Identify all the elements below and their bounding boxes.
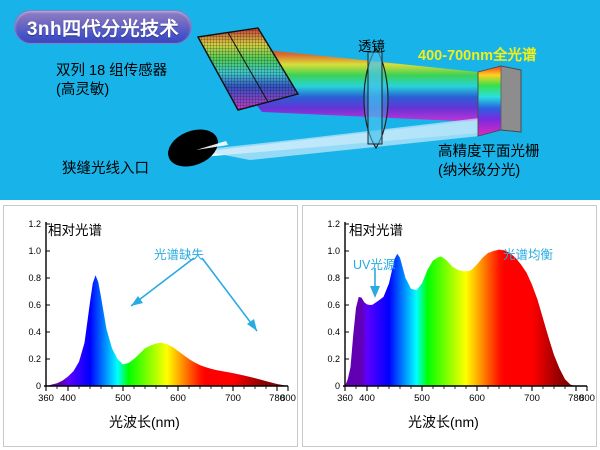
diffraction-grating [477,65,522,137]
left-chart-panel: 0 0.2 0.4 0.6 0.8 1.0 1.2 360 400 500 600 700 780 800… [3,205,298,447]
svg-text:700: 700 [524,393,540,404]
svg-text:360: 360 [38,393,54,404]
svg-text:780: 780 [269,393,285,404]
svg-text:0: 0 [335,381,340,391]
left-chart-title: 相对光谱 [48,223,102,238]
annotation-arrow [130,257,195,307]
lens-label: 透镜 [358,39,385,54]
product-title-text: 3nh四代分光技术 [26,18,180,40]
annotation-arrow [201,257,258,332]
sensor-array [196,27,300,111]
input-beam-spread [198,118,480,160]
right-chart-panel: 0 0.2 0.4 0.6 0.8 1.0 1.2 360 400 500 600 700 780 800… [302,205,597,447]
annotation-arrowhead [247,319,257,331]
annotation-arrowhead [131,296,143,306]
svg-text:360: 360 [337,393,353,404]
spectrum-chart-panels: 0 0.2 0.4 0.6 0.8 1.0 1.2 360 400 500 600 700 780 800… [0,200,600,450]
svg-text:500: 500 [115,393,131,404]
right-annotation-balanced-spectrum: 光谱均衡 [503,248,554,262]
svg-text:400: 400 [359,393,375,404]
right-x-axis-title: 光波长(nm) [408,414,479,430]
grating-label: 高精度平面光栅 (纳米级分光) [438,144,540,179]
svg-text:1.2: 1.2 [327,219,340,229]
svg-text:800: 800 [579,393,595,404]
product-title-badge: 3nh四代分光技术 [14,10,192,44]
svg-text:400: 400 [60,393,76,404]
svg-text:600: 600 [170,393,186,404]
svg-text:700: 700 [225,393,241,404]
svg-text:1.0: 1.0 [327,246,340,256]
svg-text:0.8: 0.8 [327,273,340,283]
svg-text:0.2: 0.2 [327,354,340,364]
spectroscopy-diagram: 3nh四代分光技术 双列 18 组传感器 (高灵敏) 狭缝光线入口 透镜 400… [0,0,600,200]
spectrum-area [46,275,288,386]
svg-text:0.6: 0.6 [28,300,41,310]
diagram-graphics [168,27,522,167]
svg-text:800: 800 [280,393,296,404]
svg-text:0.2: 0.2 [28,354,41,364]
left-x-axis-title: 光波长(nm) [109,414,180,430]
svg-text:600: 600 [469,393,485,404]
svg-text:500: 500 [414,393,430,404]
left-annotation-missing-spectrum: 光谱缺失 [154,248,205,262]
svg-text:1.2: 1.2 [28,219,41,229]
svg-text:0.6: 0.6 [327,300,340,310]
svg-text:0.4: 0.4 [327,327,340,337]
svg-text:0.8: 0.8 [28,273,41,283]
svg-text:1.0: 1.0 [28,246,41,256]
spectrum-area [345,249,587,386]
slit-label: 狭缝光线入口 [62,161,149,177]
right-chart-title: 相对光谱 [349,223,403,238]
lens [363,46,389,150]
right-annotation-uv-source: UV光源 [353,258,396,272]
full-spectrum-label: 400-700nm全光谱 [418,48,537,64]
slit-entrance [168,129,228,167]
svg-text:0: 0 [36,381,41,391]
sensor-label: 双列 18 组传感器 (高灵敏) [56,63,168,98]
annotation-arrowhead [370,286,380,298]
svg-text:0.4: 0.4 [28,327,41,337]
svg-text:780: 780 [568,393,584,404]
